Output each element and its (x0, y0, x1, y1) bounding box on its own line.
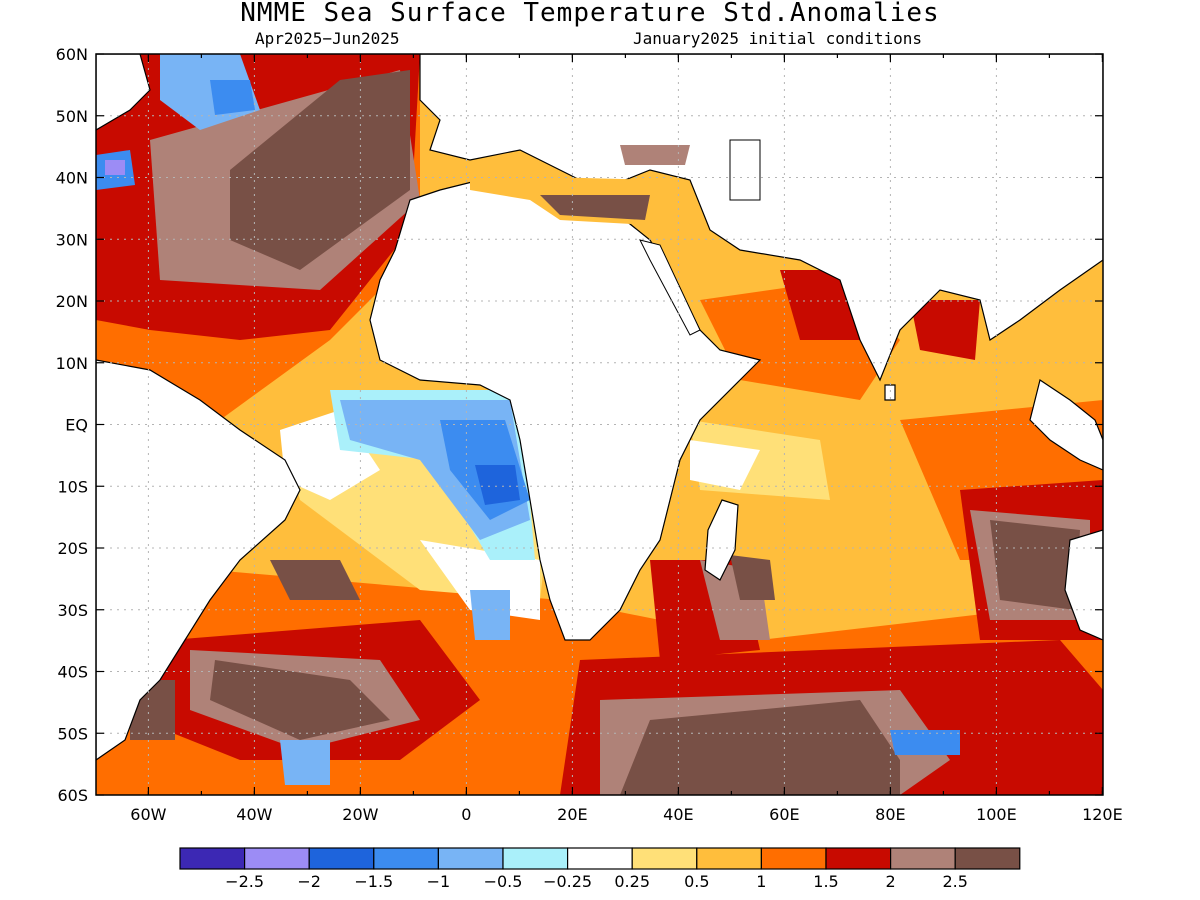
land-masses (96, 54, 1103, 761)
map-title: NMME Sea Surface Temperature Std.Anomali… (240, 0, 940, 28)
lat-label: 10N (56, 354, 88, 373)
anomaly-field (96, 54, 1103, 795)
lat-label: 30S (57, 601, 88, 620)
inland-seas (470, 139, 761, 336)
legend-label: −2 (297, 872, 321, 891)
legend-swatch (631, 847, 698, 870)
lat-label: 40N (56, 169, 88, 188)
legend-label: 2.5 (942, 872, 967, 891)
lon-label: 0 (461, 805, 471, 824)
lon-label: 60E (769, 805, 799, 824)
eurasia (419, 54, 1103, 382)
lat-label: 20S (57, 539, 88, 558)
legend-label: 0.25 (614, 872, 650, 891)
lon-label: 80E (875, 805, 905, 824)
legend-swatch (244, 847, 310, 870)
legend-label: 1.5 (813, 872, 838, 891)
lat-label: 30N (56, 230, 88, 249)
legend-label: −2.5 (225, 872, 264, 891)
lon-label: 40E (663, 805, 693, 824)
lat-label: 10S (57, 477, 88, 496)
initial-conditions: January2025 initial conditions (633, 29, 922, 48)
legend-label: −0.5 (484, 872, 523, 891)
legend-label: 0.5 (684, 872, 709, 891)
legend-swatch (373, 847, 439, 870)
legend-label: −1.5 (354, 872, 393, 891)
legend-swatch (954, 847, 1021, 870)
lon-label: 120E (1082, 805, 1123, 824)
lat-label: EQ (65, 416, 88, 435)
legend-label: 1 (756, 872, 766, 891)
legend-label: −1 (427, 872, 451, 891)
lat-label: 40S (57, 663, 88, 682)
forecast-period: Apr2025−Jun2025 (255, 29, 400, 48)
lon-label: 20E (557, 805, 587, 824)
lon-label: 20W (342, 805, 378, 824)
lat-label: 60S (57, 786, 88, 805)
lat-label: 20N (56, 292, 88, 311)
legend-swatch (566, 847, 633, 870)
legend-swatch (825, 847, 892, 870)
legend-swatch (437, 847, 504, 870)
color-legend: −2.5 −2 −1.5 −1 −0.5 −0.25 0.25 0.5 1 1.5 2 2.5 (179, 847, 1021, 891)
australia (1064, 529, 1103, 641)
legend-swatch (889, 847, 956, 870)
legend-swatch (502, 847, 569, 870)
lon-label: 60W (130, 805, 166, 824)
latitude-labels: 60N 50N 40N 30N 20N 10N EQ 10S 20S 30S 40S 50S 60S (56, 45, 88, 805)
north-america (96, 54, 151, 131)
lat-label: 60N (56, 45, 88, 64)
legend-swatch (308, 847, 375, 870)
plot-area (96, 54, 1103, 795)
lon-label: 100E (976, 805, 1017, 824)
legend-label: −0.25 (543, 872, 592, 891)
maritime-continent (1029, 379, 1103, 471)
africa (369, 179, 762, 641)
madagascar (704, 499, 739, 581)
lat-label: 50N (56, 107, 88, 126)
lat-label: 50S (57, 724, 88, 743)
sri-lanka (884, 384, 896, 401)
legend-swatch (696, 847, 762, 870)
legend-swatch (760, 847, 827, 870)
longitude-labels: 60W 40W 20W 0 20E 40E 60E 80E 100E 120E (130, 805, 1122, 824)
graticule (96, 54, 1103, 795)
south-america (96, 359, 301, 761)
axis-ticks (96, 53, 1104, 796)
legend-label: 2 (886, 872, 896, 891)
legend-swatch (179, 847, 246, 870)
lon-label: 40W (236, 805, 272, 824)
